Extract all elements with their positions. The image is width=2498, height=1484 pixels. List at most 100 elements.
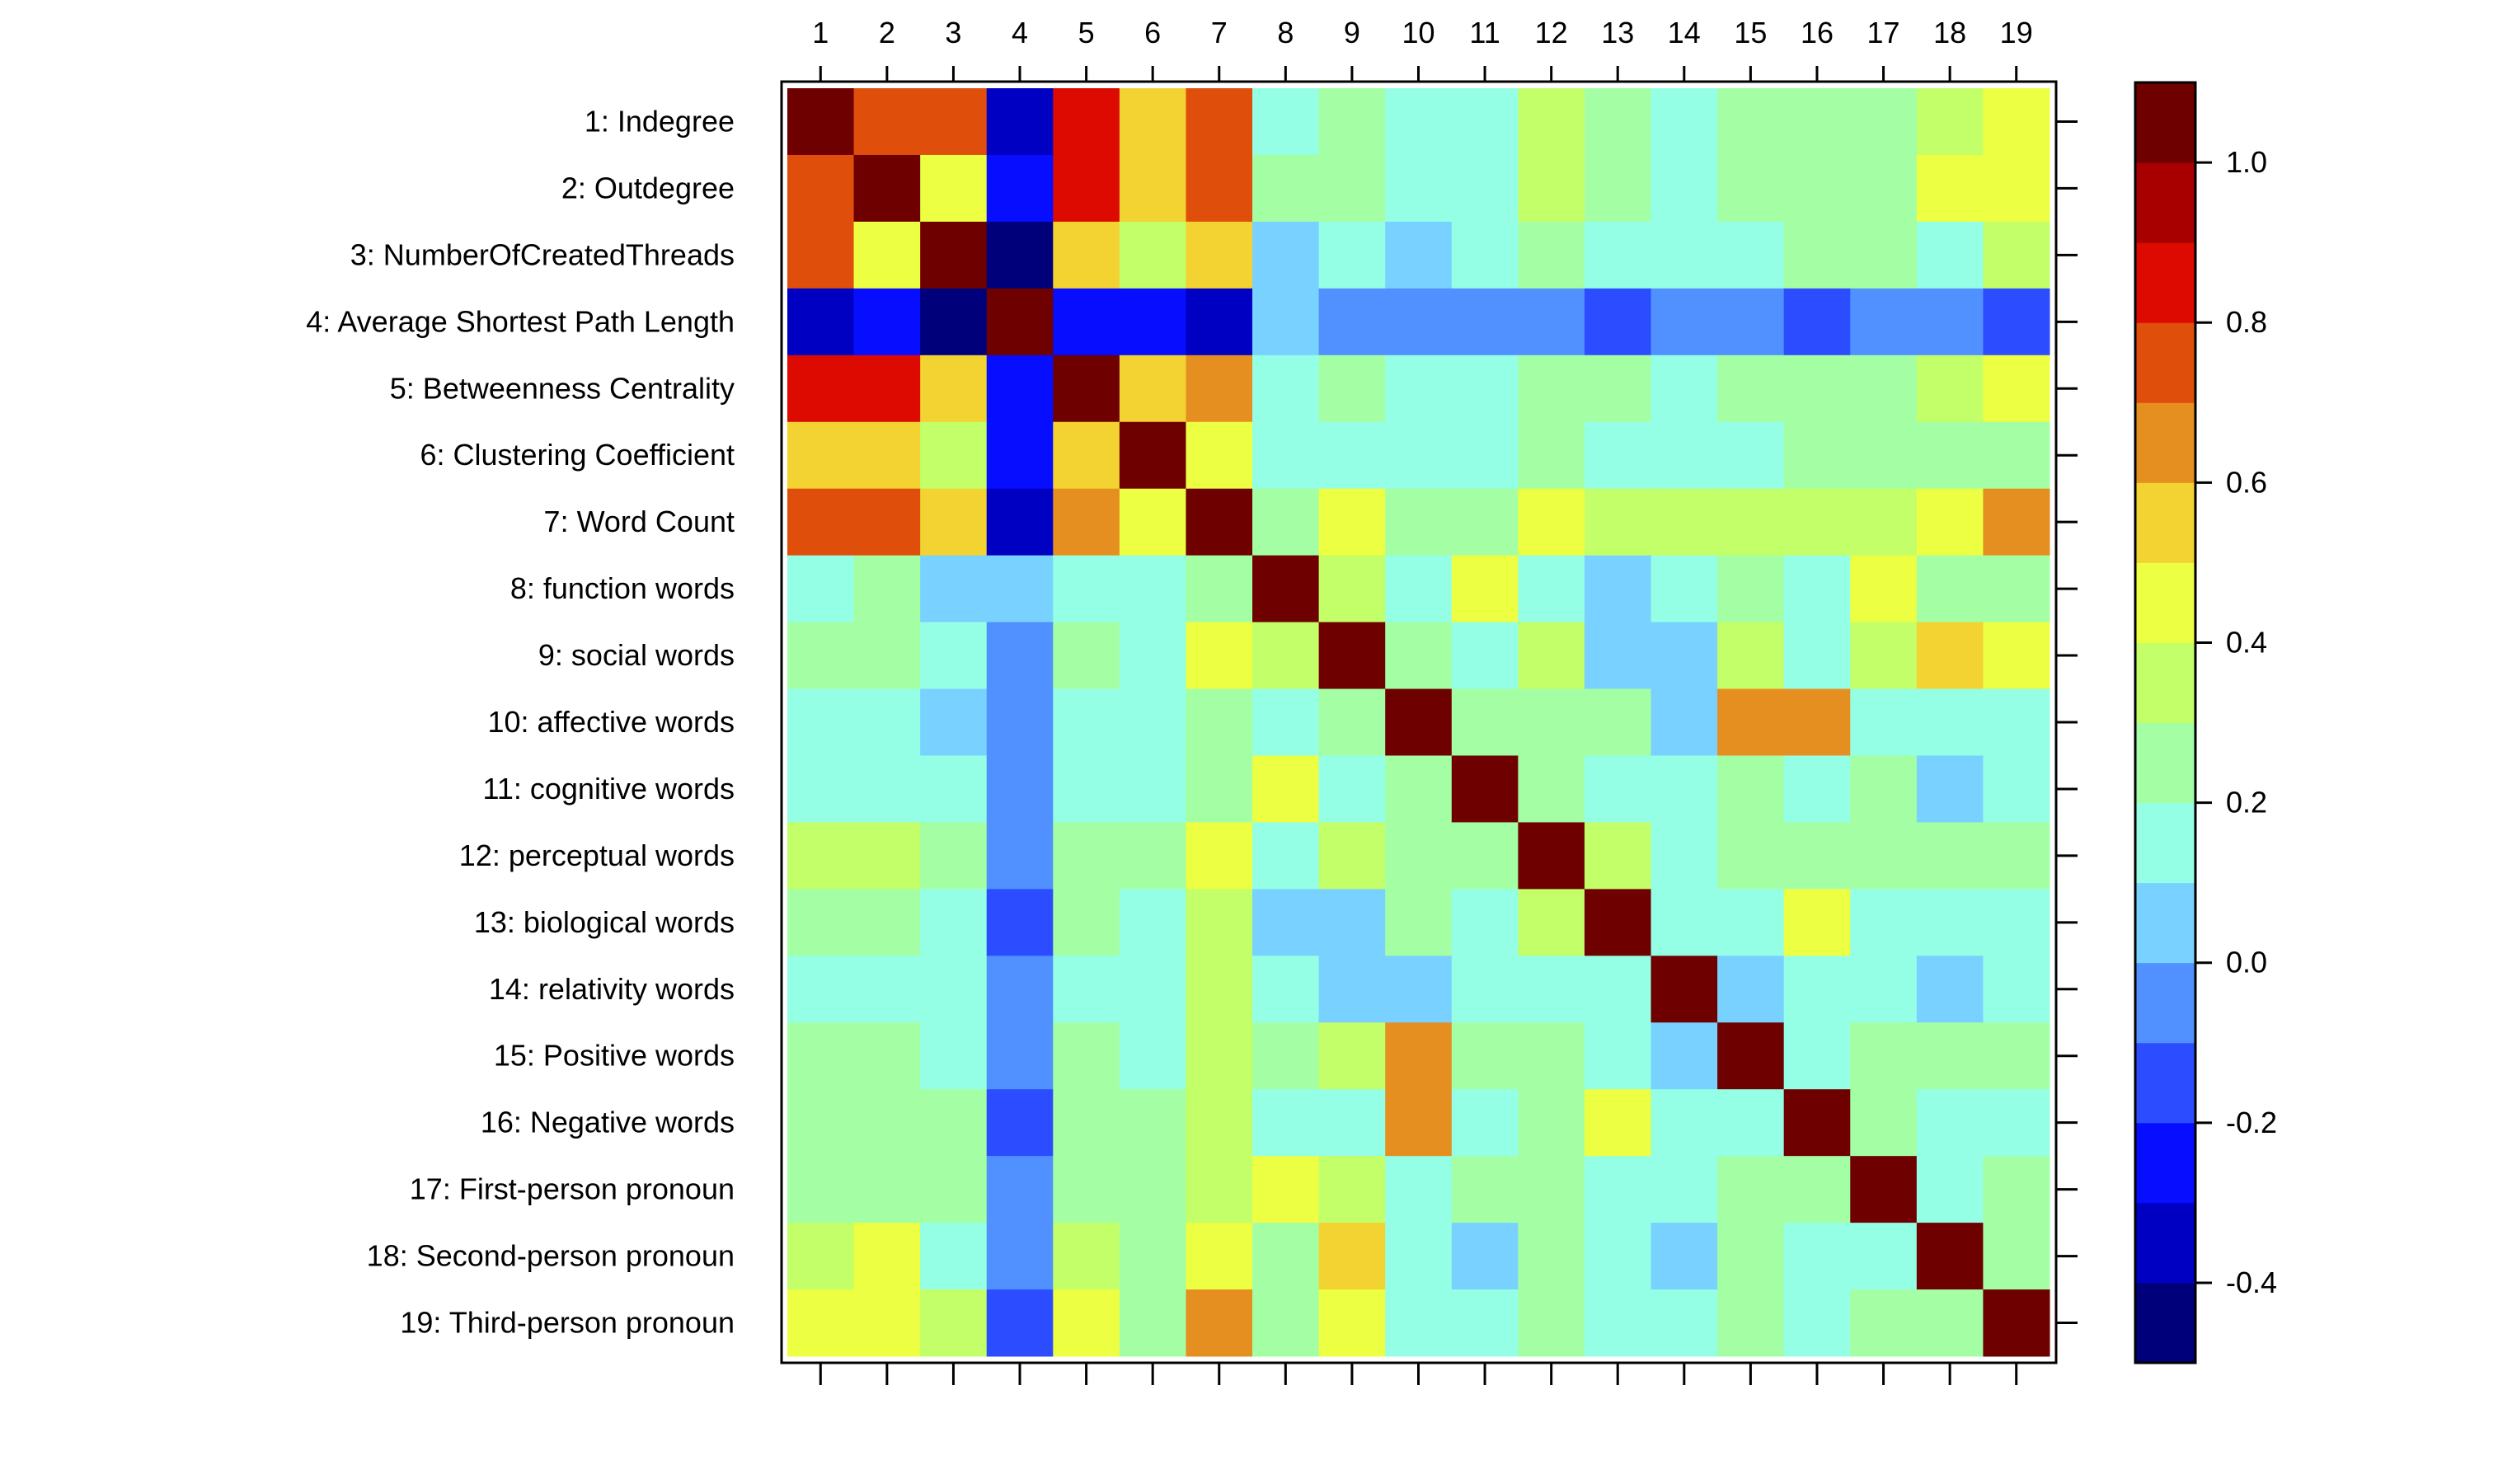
heatmap-cell	[1053, 1089, 1120, 1157]
heatmap-cell	[787, 154, 855, 223]
heatmap-cell	[1983, 688, 2050, 756]
heatmap-cell	[1186, 755, 1253, 823]
heatmap-cell	[853, 688, 921, 756]
colorbar-band	[2135, 962, 2195, 1044]
heatmap-cell	[1252, 355, 1320, 423]
heatmap-cell	[1650, 1156, 1718, 1223]
heatmap-cell	[853, 1223, 921, 1290]
colorbar-band	[2135, 322, 2195, 403]
heatmap-cell	[1451, 288, 1519, 356]
heatmap-cell	[1385, 1022, 1453, 1090]
heatmap-cell	[1783, 154, 1851, 223]
heatmap-cell	[1783, 755, 1851, 823]
heatmap-cell	[1850, 355, 1918, 423]
heatmap-cell	[853, 889, 921, 956]
heatmap-cell	[1518, 956, 1585, 1023]
heatmap-cell	[1451, 822, 1519, 890]
heatmap-cell	[1983, 1022, 2050, 1090]
heatmap-cell	[1385, 688, 1453, 756]
heatmap-cell	[986, 1089, 1054, 1157]
heatmap-cell	[1119, 88, 1186, 156]
heatmap-cell	[1650, 488, 1718, 556]
heatmap-cell	[1916, 889, 1984, 956]
heatmap-cell	[1053, 288, 1120, 356]
heatmap-cell	[1518, 622, 1585, 690]
heatmap-cell	[1385, 1089, 1453, 1157]
heatmap-cell	[1850, 421, 1918, 490]
heatmap-cell	[1916, 88, 1984, 156]
heatmap-cell	[787, 688, 855, 756]
heatmap-cell	[1650, 555, 1718, 623]
heatmap-cell	[787, 1289, 855, 1357]
heatmap-cell	[1252, 622, 1320, 690]
heatmap-cell	[986, 1156, 1054, 1223]
heatmap-cell	[1119, 1156, 1186, 1223]
heatmap-cell	[1850, 221, 1918, 289]
heatmap-cell	[1318, 488, 1386, 556]
heatmap-cell	[853, 221, 921, 289]
row-label: 5: Betweenness Centrality	[390, 371, 735, 405]
heatmap-cell	[1186, 1289, 1253, 1357]
heatmap-cell	[1783, 1289, 1851, 1357]
heatmap-cell	[1518, 488, 1585, 556]
colorbar-tick-label: 0.8	[2226, 305, 2267, 339]
heatmap-cell	[1983, 1289, 2050, 1357]
heatmap-cell	[1916, 956, 1984, 1023]
heatmap-cell	[1252, 88, 1320, 156]
heatmap-cell	[1385, 1223, 1453, 1290]
heatmap-cell	[1518, 221, 1585, 289]
heatmap-cell	[920, 1156, 988, 1223]
heatmap-cell	[1518, 1156, 1585, 1223]
heatmap-cell	[1451, 688, 1519, 756]
heatmap-cell	[1252, 154, 1320, 223]
heatmap-cell	[920, 488, 988, 556]
heatmap-cell	[1119, 622, 1186, 690]
heatmap-cell	[853, 355, 921, 423]
heatmap-cell	[1783, 88, 1851, 156]
heatmap-cell	[1783, 956, 1851, 1023]
heatmap-cell	[1053, 221, 1120, 289]
heatmap-cell	[1717, 1022, 1785, 1090]
heatmap-cell	[986, 154, 1054, 223]
heatmap-cell	[1053, 88, 1120, 156]
heatmap-cell	[787, 755, 855, 823]
heatmap-cell	[787, 555, 855, 623]
heatmap-cell	[1783, 688, 1851, 756]
heatmap-cell	[1318, 555, 1386, 623]
heatmap-cell	[1518, 154, 1585, 223]
heatmap-cell	[1650, 688, 1718, 756]
heatmap-cell	[1119, 1223, 1186, 1290]
heatmap-cell	[1717, 1156, 1785, 1223]
heatmap-cell	[1650, 1022, 1718, 1090]
colorbar-band	[2135, 642, 2195, 723]
heatmap-cell	[853, 755, 921, 823]
heatmap-cell	[1318, 956, 1386, 1023]
heatmap-cell	[1983, 822, 2050, 890]
heatmap-cell	[1186, 555, 1253, 623]
heatmap-cell	[1318, 1156, 1386, 1223]
heatmap-cell	[1717, 555, 1785, 623]
heatmap-cell	[986, 221, 1054, 289]
row-label: 17: First-person pronoun	[410, 1172, 735, 1206]
heatmap-cell	[787, 1223, 855, 1290]
row-label: 16: Negative words	[481, 1106, 735, 1139]
heatmap-cell	[1385, 822, 1453, 890]
heatmap-cell	[1584, 688, 1652, 756]
heatmap-cell	[1186, 956, 1253, 1023]
heatmap-cell	[1186, 688, 1253, 756]
heatmap-cell	[1518, 355, 1585, 423]
column-label: 19	[2000, 16, 2033, 49]
colorbar-frame	[2134, 81, 2197, 1364]
heatmap-cell	[1385, 1289, 1453, 1357]
heatmap-cell	[1119, 555, 1186, 623]
heatmap-cell	[1850, 154, 1918, 223]
heatmap-cell	[1518, 688, 1585, 756]
heatmap-cell	[1650, 822, 1718, 890]
row-label: 1: Indegree	[585, 104, 735, 138]
heatmap-cell	[787, 622, 855, 690]
heatmap-cell	[1186, 355, 1253, 423]
heatmap-cell	[1850, 889, 1918, 956]
heatmap-cell	[1119, 488, 1186, 556]
heatmap-cell	[1451, 421, 1519, 490]
heatmap-cell	[1717, 488, 1785, 556]
